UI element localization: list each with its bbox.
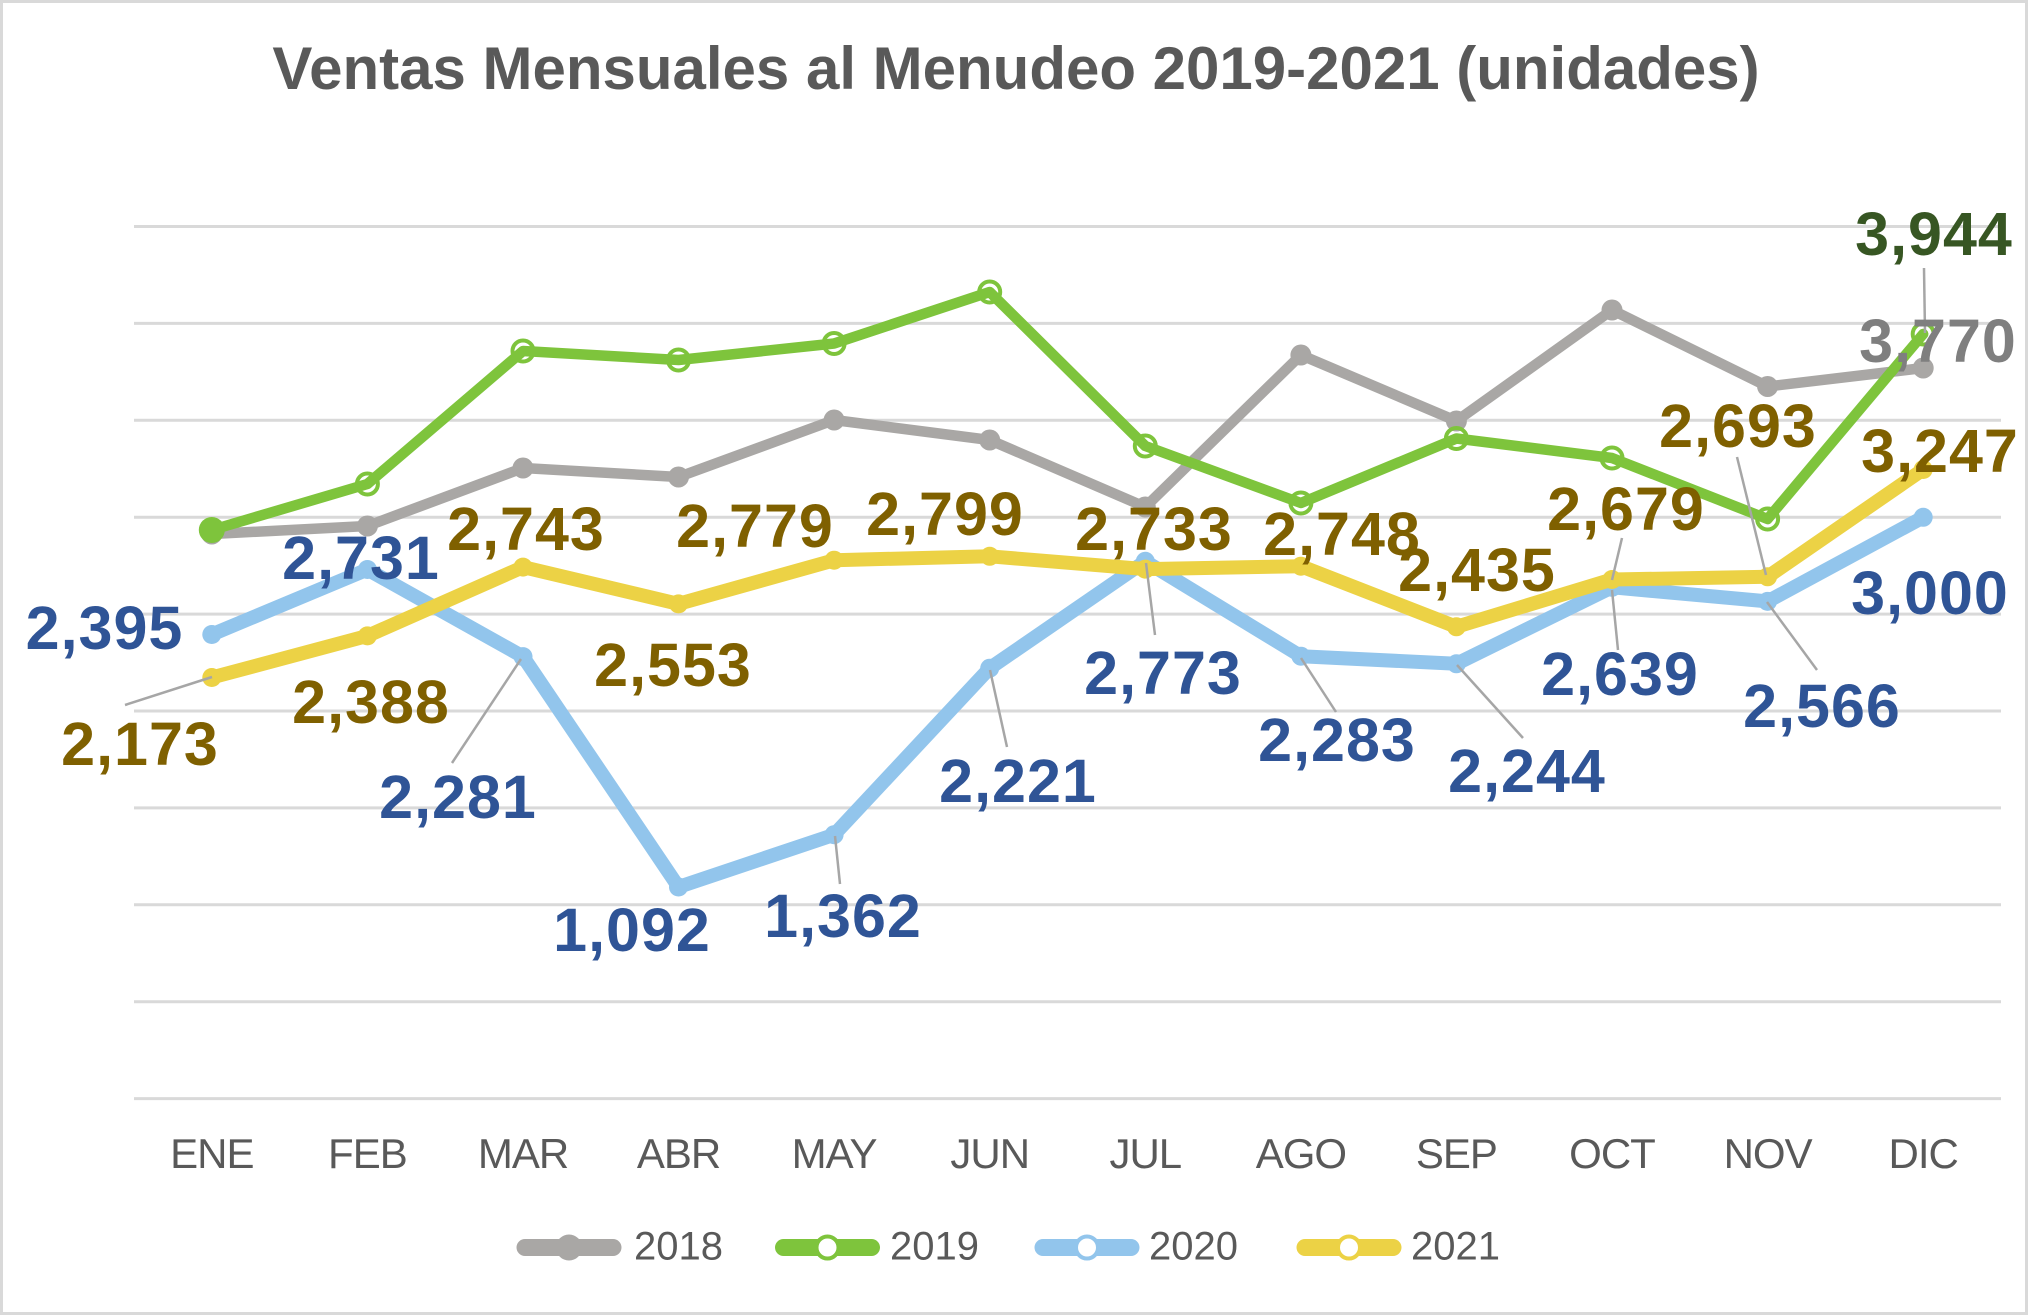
- svg-text:2,435: 2,435: [1398, 536, 1556, 604]
- svg-text:AGO: AGO: [1256, 1130, 1346, 1177]
- svg-text:3,770: 3,770: [1859, 307, 2017, 375]
- svg-text:DIC: DIC: [1889, 1130, 1958, 1177]
- svg-text:3,247: 3,247: [1861, 417, 2019, 485]
- svg-text:2021: 2021: [1411, 1225, 1500, 1269]
- svg-text:2,283: 2,283: [1258, 706, 1416, 774]
- svg-text:1,362: 1,362: [764, 882, 922, 950]
- svg-text:2,395: 2,395: [26, 594, 184, 662]
- svg-text:3,944: 3,944: [1855, 200, 2013, 268]
- svg-text:2,221: 2,221: [939, 747, 1097, 815]
- svg-text:1,092: 1,092: [553, 896, 711, 964]
- svg-text:2,743: 2,743: [447, 495, 605, 563]
- svg-text:2020: 2020: [1149, 1225, 1238, 1269]
- svg-text:3,000: 3,000: [1851, 559, 2009, 627]
- svg-text:MAR: MAR: [478, 1130, 568, 1177]
- svg-text:2,731: 2,731: [282, 524, 440, 592]
- svg-text:2,779: 2,779: [676, 492, 834, 560]
- svg-text:2,566: 2,566: [1743, 672, 1901, 740]
- svg-text:NOV: NOV: [1724, 1130, 1813, 1177]
- svg-text:2,733: 2,733: [1075, 495, 1233, 563]
- svg-text:2,773: 2,773: [1084, 639, 1242, 707]
- svg-text:2,693: 2,693: [1659, 392, 1817, 460]
- svg-text:2,748: 2,748: [1263, 500, 1421, 568]
- svg-text:ENE: ENE: [170, 1130, 253, 1177]
- svg-text:ABR: ABR: [637, 1130, 720, 1177]
- svg-text:2,244: 2,244: [1448, 737, 1606, 805]
- svg-text:Ventas Mensuales al Menudeo 20: Ventas Mensuales al Menudeo 2019-2021 (u…: [272, 35, 1759, 102]
- svg-text:2,639: 2,639: [1541, 640, 1699, 708]
- svg-text:2,553: 2,553: [594, 631, 752, 699]
- svg-text:2,679: 2,679: [1547, 475, 1705, 543]
- svg-text:JUN: JUN: [950, 1130, 1029, 1177]
- svg-text:FEB: FEB: [328, 1130, 407, 1177]
- svg-text:2,799: 2,799: [866, 480, 1024, 548]
- svg-text:2,281: 2,281: [379, 763, 537, 831]
- svg-text:MAY: MAY: [792, 1130, 878, 1177]
- svg-text:2,388: 2,388: [292, 668, 450, 736]
- svg-text:OCT: OCT: [1569, 1130, 1655, 1177]
- svg-text:2018: 2018: [634, 1225, 723, 1269]
- svg-text:2,173: 2,173: [61, 710, 219, 778]
- svg-text:2019: 2019: [890, 1225, 979, 1269]
- svg-text:JUL: JUL: [1109, 1130, 1181, 1177]
- svg-text:SEP: SEP: [1416, 1130, 1497, 1177]
